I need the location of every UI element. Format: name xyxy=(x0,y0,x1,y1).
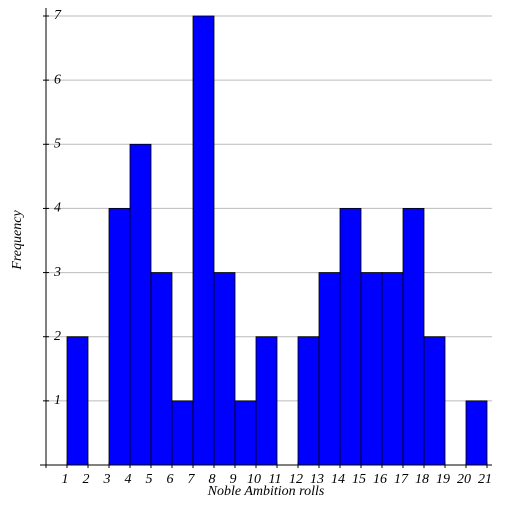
bar xyxy=(66,336,89,466)
x-tick-label: 10 xyxy=(247,472,261,487)
bar xyxy=(129,143,152,466)
bar xyxy=(465,400,488,466)
bar xyxy=(402,208,425,466)
y-tick-label: 4 xyxy=(54,201,61,216)
bar xyxy=(108,208,131,466)
x-tick-label: 13 xyxy=(310,472,324,487)
bar xyxy=(339,208,362,466)
x-tick-label: 1 xyxy=(62,472,69,487)
bar xyxy=(318,272,341,466)
x-axis-label: Noble Ambition rolls xyxy=(207,484,325,499)
x-tick-label: 2 xyxy=(83,472,90,487)
x-tick-label: 19 xyxy=(436,472,450,487)
y-tick-label: 1 xyxy=(54,393,61,408)
x-tick-label: 14 xyxy=(331,472,345,487)
bar xyxy=(297,336,320,466)
bar xyxy=(150,272,173,466)
bar xyxy=(381,272,404,466)
y-tick-label: 6 xyxy=(54,72,61,87)
x-tick-label: 15 xyxy=(352,472,366,487)
bar xyxy=(192,15,215,466)
x-tick-label: 5 xyxy=(146,472,153,487)
y-tick-label: 3 xyxy=(53,265,61,280)
y-axis-label: Frequency xyxy=(10,210,25,271)
x-tick-label: 4 xyxy=(125,472,132,487)
x-tick-label: 21 xyxy=(478,472,492,487)
bar xyxy=(255,336,278,466)
y-tick-label: 2 xyxy=(54,329,61,344)
bar xyxy=(171,400,194,466)
x-tick-label: 7 xyxy=(188,472,196,487)
x-tick-label: 9 xyxy=(230,472,237,487)
x-tick-label: 11 xyxy=(269,472,282,487)
bar xyxy=(213,272,236,466)
x-tick-label: 8 xyxy=(209,472,216,487)
bar xyxy=(360,272,383,466)
x-tick-label: 12 xyxy=(289,472,303,487)
bar xyxy=(234,400,257,466)
x-tick-label: 20 xyxy=(457,472,471,487)
y-tick-label: 7 xyxy=(54,8,62,23)
x-tick-label: 17 xyxy=(394,472,409,487)
x-tick-label: 16 xyxy=(373,472,387,487)
x-tick-label: 6 xyxy=(167,472,174,487)
y-tick-label: 5 xyxy=(54,137,61,152)
x-tick-label: 18 xyxy=(415,472,429,487)
x-tick-label: 3 xyxy=(103,472,111,487)
bar xyxy=(423,336,446,466)
